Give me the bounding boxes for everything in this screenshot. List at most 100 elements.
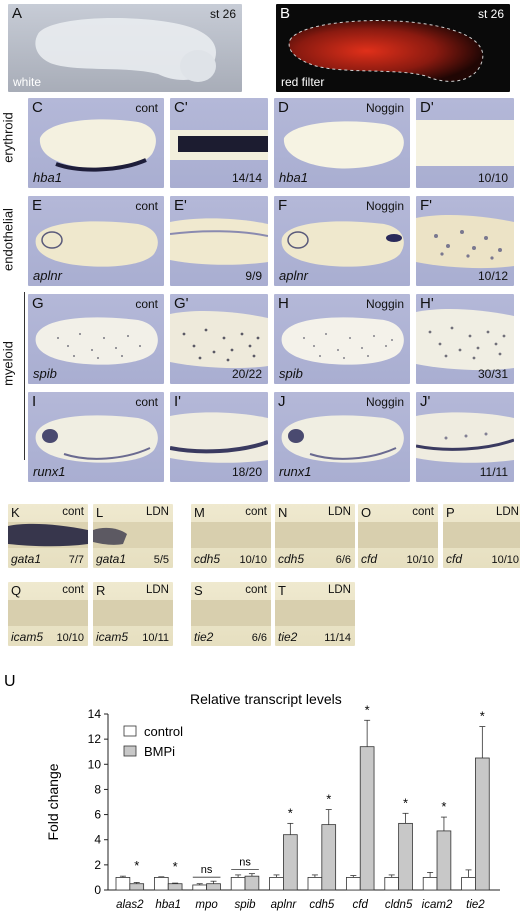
count-ratio: 10/10	[239, 554, 267, 566]
illumination-note: white	[13, 75, 42, 89]
panel-label: M	[194, 505, 205, 520]
y-tick-label: 2	[94, 858, 101, 872]
y-tick-label: 8	[94, 782, 101, 796]
panel-D-prime: D' 10/10	[416, 98, 514, 188]
panel-G: G cont spib	[28, 294, 164, 384]
count-ratio: 6/6	[335, 554, 351, 566]
bar-bmpi-aplnr	[283, 834, 298, 891]
zoom-image	[170, 412, 268, 463]
embryo-image	[281, 317, 404, 365]
condition-tag: cont	[62, 506, 84, 518]
panel-E: E cont aplnr	[28, 196, 164, 286]
tissue-image	[8, 522, 88, 548]
tissue-image	[93, 522, 173, 548]
gene-label: runx1	[279, 464, 312, 479]
gene-label: cdh5	[194, 552, 221, 566]
zoom-image	[170, 130, 268, 160]
significance-label: *	[288, 805, 293, 820]
panel-E-prime: E' 9/9	[170, 196, 268, 286]
panel-label: B	[280, 5, 291, 22]
bar-bmpi-tie2	[475, 757, 490, 891]
embryo-image	[281, 415, 404, 463]
count-ratio: 14/14	[231, 171, 262, 185]
condition-tag: LDN	[495, 506, 519, 518]
significance-label: *	[134, 858, 139, 873]
count-ratio: 11/14	[324, 632, 351, 644]
significance-label: *	[403, 795, 408, 810]
zoom-image	[416, 412, 514, 463]
condition-tag: cont	[135, 199, 158, 213]
gene-label: hba1	[33, 170, 62, 185]
zoom-image	[170, 218, 268, 265]
gene-label: runx1	[33, 464, 66, 479]
bar-bmpi-spib	[244, 875, 260, 891]
panel-label: Q	[11, 583, 22, 598]
condition-tag: LDN	[145, 584, 169, 596]
row-label-endothelial: endothelial	[0, 208, 16, 271]
condition-tag: cont	[62, 584, 84, 596]
panel-label: I'	[174, 393, 182, 410]
significance-label: *	[173, 859, 178, 874]
y-tick-label: 14	[88, 707, 102, 721]
count-ratio: 10/10	[56, 632, 84, 644]
x-tick-label: tie2	[466, 899, 485, 911]
embryo-image	[283, 121, 404, 169]
condition-tag: Noggin	[365, 199, 404, 213]
condition-tag: Noggin	[365, 395, 404, 409]
panel-label: R	[96, 583, 106, 598]
count-ratio: 6/6	[251, 632, 267, 644]
condition-tag: cont	[245, 506, 267, 518]
bar-control-tie2	[461, 877, 476, 891]
count-ratio: 7/7	[68, 554, 84, 566]
condition-tag: cont	[135, 297, 158, 311]
row-label-myeloid: myeloid	[0, 341, 16, 386]
gene-label: cfd	[361, 552, 378, 566]
embryo-image	[35, 18, 216, 82]
panel-J-prime: J' 11/11	[416, 392, 514, 482]
x-tick-label: icam2	[422, 899, 453, 911]
condition-tag: cont	[245, 584, 267, 596]
tissue-image	[275, 522, 355, 548]
gene-label: cfd	[446, 552, 463, 566]
count-ratio: 20/22	[231, 367, 262, 381]
legend-label: BMPi	[144, 744, 175, 759]
bar-control-spib	[230, 877, 246, 891]
panel-T: T LDN tie2 11/14	[275, 582, 355, 646]
significance-label: ns	[201, 864, 213, 876]
tissue-image	[275, 600, 355, 626]
significance-label: *	[480, 709, 485, 724]
panel-label: U	[4, 673, 16, 690]
condition-tag: Noggin	[365, 297, 404, 311]
panel-label: G'	[174, 295, 189, 312]
bar-bmpi-alas2	[129, 883, 145, 891]
panel-R: R LDN icam5 10/11	[93, 582, 173, 646]
bar-bmpi-cfd	[359, 746, 375, 891]
zoom-image	[416, 120, 514, 166]
panel-B: B st 26 red filter	[276, 4, 510, 92]
count-ratio: 10/10	[406, 554, 434, 566]
stage-tag: st 26	[209, 7, 236, 21]
bar-bmpi-cldn5	[398, 822, 413, 891]
bar-control-cfd	[345, 877, 361, 891]
y-tick-label: 12	[88, 732, 102, 746]
condition-tag: LDN	[327, 584, 351, 596]
filter-note: red filter	[281, 75, 325, 89]
bar-bmpi-cdh5	[321, 824, 337, 891]
embryo-image	[39, 119, 156, 172]
condition-tag: cont	[135, 101, 158, 115]
row-label-erythroid: erythroid	[0, 112, 16, 163]
gene-label: icam5	[11, 630, 44, 644]
x-tick-label: cfd	[353, 899, 369, 911]
x-tick-label: aplnr	[271, 899, 298, 911]
x-tick-label: cdh5	[309, 899, 335, 911]
gene-label: spib	[33, 366, 57, 381]
panel-A: A st 26 white	[8, 4, 242, 92]
y-tick-label: 0	[94, 883, 101, 897]
panel-label: H'	[420, 295, 434, 312]
x-tick-label: cldn5	[385, 899, 413, 911]
panel-C-prime: C' 14/14	[170, 98, 268, 188]
y-tick-label: 6	[94, 808, 101, 822]
panel-label: J	[278, 393, 286, 410]
tissue-image	[93, 600, 173, 626]
